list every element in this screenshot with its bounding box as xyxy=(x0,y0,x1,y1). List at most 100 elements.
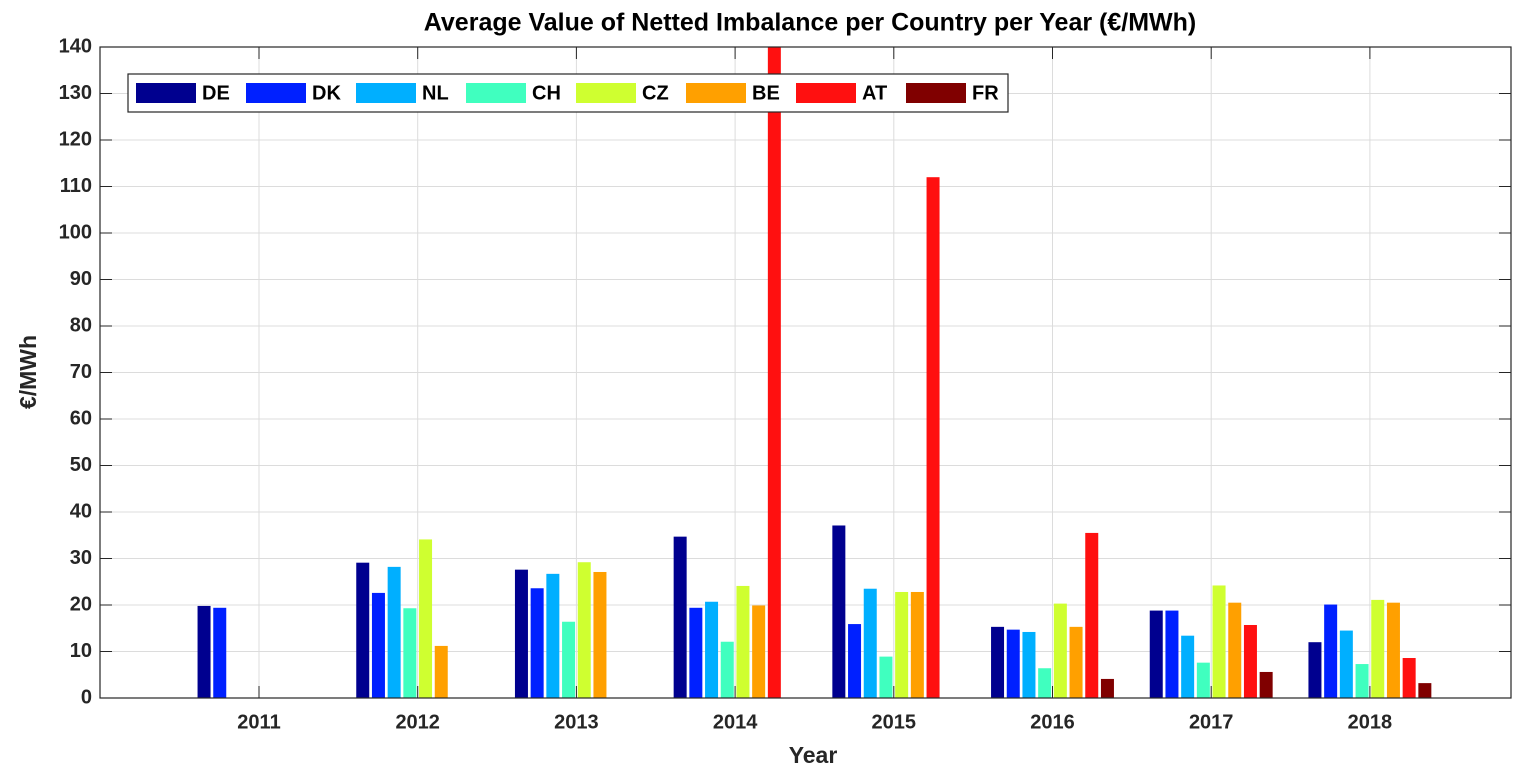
bar xyxy=(1228,602,1242,698)
bar xyxy=(705,601,719,698)
y-tick-label: 80 xyxy=(70,314,92,336)
legend-swatch xyxy=(576,83,636,103)
bar xyxy=(197,605,211,698)
ticks: 0 10 20 30 40 50 60 70 80 90 100 110 120 130 140 2011 20… xyxy=(59,35,1511,733)
bar xyxy=(767,47,781,698)
y-tick-label: 120 xyxy=(59,128,92,150)
bar xyxy=(673,536,687,698)
legend-swatch xyxy=(796,83,856,103)
legend-label: CZ xyxy=(642,82,669,104)
x-tick-label: 2018 xyxy=(1348,711,1393,733)
y-tick-label: 50 xyxy=(70,454,92,476)
legend-swatch xyxy=(246,83,306,103)
y-tick-label: 100 xyxy=(59,221,92,243)
bar xyxy=(1371,599,1385,698)
legend: DE DK NL CH CZ BE AT FR xyxy=(127,73,1009,113)
bar xyxy=(514,569,528,698)
bar xyxy=(1022,631,1036,698)
legend-swatch xyxy=(466,83,526,103)
bar xyxy=(546,573,560,698)
y-tick-label: 130 xyxy=(59,82,92,104)
bar xyxy=(752,605,766,698)
legend-label: FR xyxy=(972,82,999,104)
bar xyxy=(848,624,862,698)
bar xyxy=(1259,671,1273,698)
bar xyxy=(1069,626,1083,698)
legend-label: BE xyxy=(752,82,780,104)
bar xyxy=(832,525,846,698)
bar xyxy=(530,588,544,698)
x-tick-label: 2012 xyxy=(395,711,440,733)
bar xyxy=(1085,532,1099,698)
bar xyxy=(1212,585,1226,698)
legend-swatch xyxy=(356,83,416,103)
bar xyxy=(720,641,734,698)
y-tick-label: 110 xyxy=(60,175,92,197)
y-tick-label: 70 xyxy=(70,361,92,383)
y-tick-label: 20 xyxy=(70,593,92,615)
y-tick-label: 90 xyxy=(70,268,92,290)
bar xyxy=(562,621,576,698)
x-tick-label: 2013 xyxy=(554,711,599,733)
legend-label: NL xyxy=(422,82,449,104)
legend-label: CH xyxy=(532,82,561,104)
bar xyxy=(387,566,401,698)
bar xyxy=(1100,678,1114,698)
bar xyxy=(419,539,433,698)
x-axis-label: Year xyxy=(789,742,838,768)
y-tick-label: 40 xyxy=(70,500,92,522)
y-tick-label: 0 xyxy=(81,686,92,708)
legend-swatch xyxy=(686,83,746,103)
bar xyxy=(577,562,591,698)
bar xyxy=(895,591,909,698)
bar xyxy=(1339,630,1353,698)
bar xyxy=(926,177,940,698)
bar xyxy=(1053,603,1067,698)
x-tick-label: 2015 xyxy=(872,711,917,733)
bar xyxy=(371,592,385,698)
bar xyxy=(1181,635,1195,698)
legend-swatch xyxy=(906,83,966,103)
bar xyxy=(213,607,227,698)
x-tick-label: 2017 xyxy=(1189,711,1234,733)
y-tick-label: 140 xyxy=(59,35,92,57)
legend-box xyxy=(127,73,1009,113)
bar xyxy=(1324,604,1338,698)
x-tick-label: 2016 xyxy=(1030,711,1075,733)
bar xyxy=(1402,658,1416,698)
bar xyxy=(1165,610,1179,698)
bar xyxy=(356,562,370,698)
legend-label: AT xyxy=(862,82,887,104)
bar xyxy=(689,607,703,698)
bar xyxy=(910,591,924,698)
grid xyxy=(100,46,1511,699)
bars xyxy=(197,47,1432,698)
legend-label: DE xyxy=(202,82,230,104)
y-tick-label: 30 xyxy=(70,547,92,569)
bar xyxy=(991,626,1005,698)
bar xyxy=(403,608,417,698)
y-tick-label: 60 xyxy=(70,407,92,429)
bar xyxy=(1006,629,1020,698)
bar xyxy=(1308,642,1322,698)
bar xyxy=(1149,610,1163,698)
x-tick-label: 2014 xyxy=(713,711,758,733)
legend-label: DK xyxy=(312,82,341,104)
bar xyxy=(1243,624,1257,698)
legend-swatch xyxy=(136,83,196,103)
bar xyxy=(593,571,607,698)
bar xyxy=(1386,602,1400,698)
bar xyxy=(879,656,893,698)
chart-title: Average Value of Netted Imbalance per Co… xyxy=(424,9,1196,37)
bar xyxy=(1418,683,1432,698)
bar xyxy=(736,585,750,698)
x-tick-label: 2011 xyxy=(237,711,280,733)
bar xyxy=(863,588,877,698)
y-axis-label: €/MWh xyxy=(15,335,41,409)
y-tick-label: 10 xyxy=(70,640,92,662)
bar xyxy=(1355,664,1369,698)
bar xyxy=(434,645,448,698)
bar xyxy=(1196,662,1210,698)
bar xyxy=(1038,668,1052,698)
